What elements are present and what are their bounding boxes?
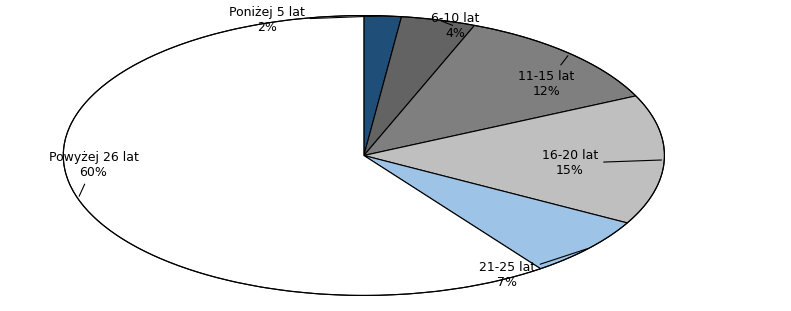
Text: Powyżej 26 lat
60%: Powyżej 26 lat 60% (48, 151, 138, 196)
Text: 11-15 lat
12%: 11-15 lat 12% (518, 56, 574, 98)
Text: 6-10 lat
4%: 6-10 lat 4% (431, 12, 479, 40)
Polygon shape (63, 16, 540, 295)
Polygon shape (364, 26, 636, 156)
Polygon shape (364, 16, 402, 156)
Polygon shape (364, 96, 664, 223)
Polygon shape (364, 17, 475, 156)
Text: 16-20 lat
15%: 16-20 lat 15% (542, 149, 661, 177)
Polygon shape (364, 156, 627, 269)
Text: 21-25 lat
7%: 21-25 lat 7% (479, 249, 587, 289)
Text: Poniżej 5 lat
2%: Poniżej 5 lat 2% (229, 6, 380, 34)
